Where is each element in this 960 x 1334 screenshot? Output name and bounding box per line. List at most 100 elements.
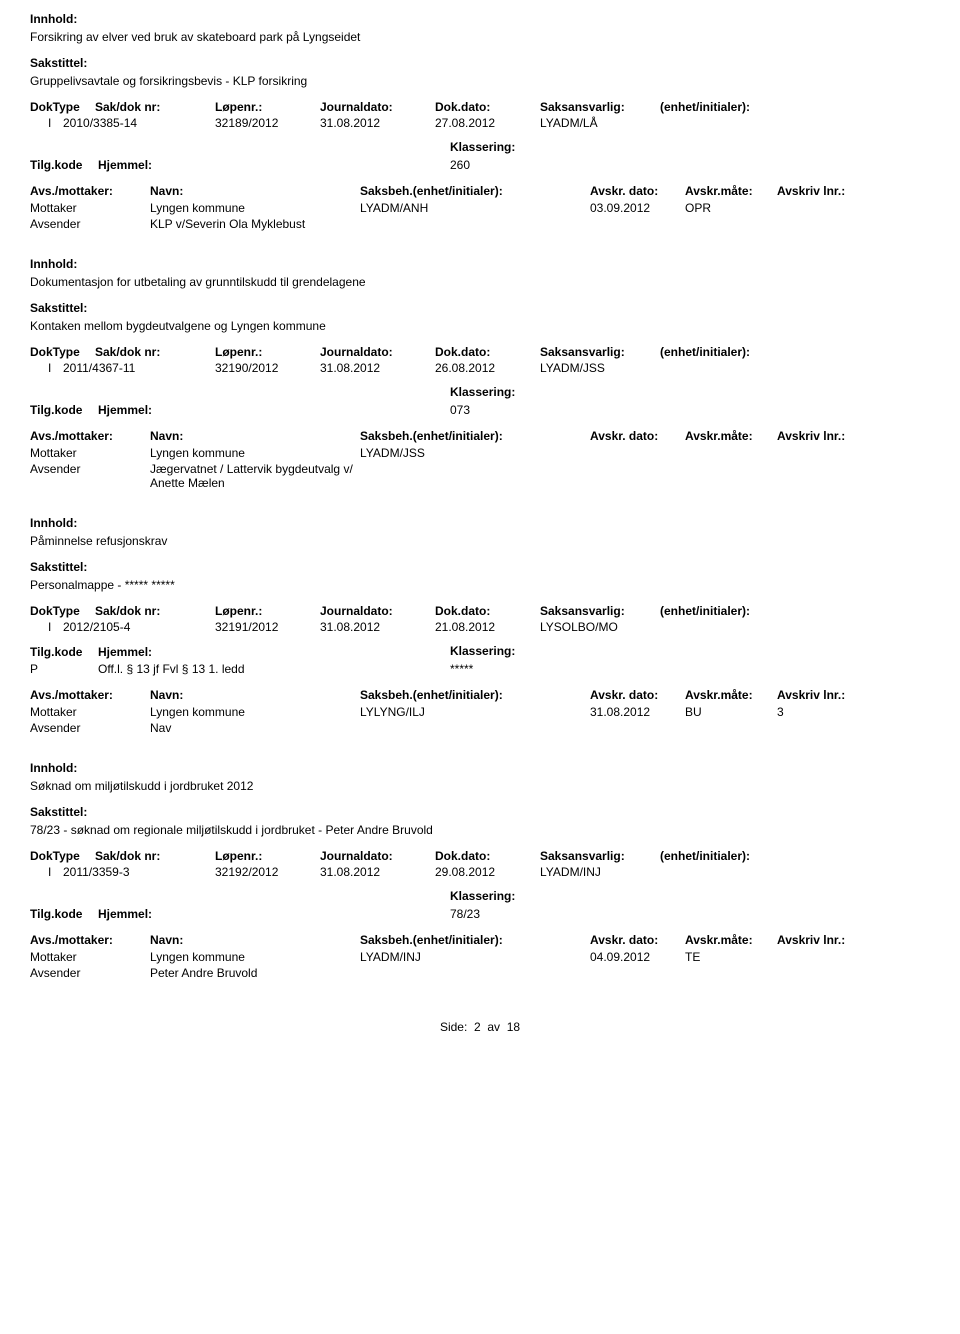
party-avskrmate <box>685 966 777 980</box>
lopenr-header: Løpenr.: <box>215 100 320 114</box>
party-avskrmate <box>685 721 777 735</box>
enhet-value <box>660 116 930 130</box>
saksansvarlig-value: LYADM/JSS <box>540 361 660 375</box>
sakstittel-text: 78/23 - søknad om regionale miljøtilskud… <box>30 823 930 837</box>
case-data-row: I2011/4367-1132190/201231.08.201226.08.2… <box>30 361 930 375</box>
tilgkode-label: Tilg.kode <box>30 645 98 659</box>
avskrmate-header: Avskr.måte: <box>685 429 777 443</box>
avskrivlnr-header: Avskriv lnr.: <box>777 184 930 198</box>
party-avskrmate <box>685 446 777 460</box>
journal-record: Innhold:Forsikring av elver ved bruk av … <box>30 12 930 231</box>
tilgkode-label: Tilg.kode <box>30 403 98 417</box>
party-avskrivlnr <box>777 217 930 231</box>
navn-header: Navn: <box>150 184 360 198</box>
party-role: Mottaker <box>30 950 150 964</box>
journaldato-header: Journaldato: <box>320 345 435 359</box>
party-saksbeh <box>360 217 590 231</box>
party-saksbeh: LYADM/JSS <box>360 446 590 460</box>
sakdok-value: 2010/3385-14 <box>63 116 215 130</box>
saksbeh-header: Saksbeh.(enhet/initialer): <box>360 688 590 702</box>
party-avskrivlnr <box>777 201 930 215</box>
saksansvarlig-header: Saksansvarlig: <box>540 100 660 114</box>
records-container: Innhold:Forsikring av elver ved bruk av … <box>30 12 930 980</box>
party-avskrdato <box>590 446 685 460</box>
party-row: MottakerLyngen kommuneLYADM/INJ04.09.201… <box>30 950 930 964</box>
party-avskrdato <box>590 966 685 980</box>
lopenr-value: 32191/2012 <box>215 620 320 634</box>
party-saksbeh: LYLYNG/ILJ <box>360 705 590 719</box>
footer-page: 2 <box>474 1020 481 1034</box>
klassering-box: Klassering: ***** <box>450 644 515 676</box>
case-data-row: I2011/3359-332192/201231.08.201229.08.20… <box>30 865 930 879</box>
party-row: AvsenderKLP v/Severin Ola Myklebust <box>30 217 930 231</box>
hjemmel-row: Tilg.kodeHjemmel:POff.l. § 13 jf Fvl § 1… <box>30 644 930 676</box>
enhet-value <box>660 865 930 879</box>
sakdok-header: Sak/dok nr: <box>95 345 215 359</box>
hjemmel-row: Tilg.kodeHjemmel:Klassering:073 <box>30 385 930 417</box>
party-header-row: Avs./mottaker:Navn:Saksbeh.(enhet/initia… <box>30 429 930 443</box>
party-navn: Lyngen kommune <box>150 446 360 460</box>
klassering-label: Klassering: <box>450 385 515 400</box>
sakdok-value: 2011/4367-11 <box>63 361 215 375</box>
party-navn: Lyngen kommune <box>150 950 360 964</box>
party-avskrivlnr <box>777 446 930 460</box>
party-avskrmate: BU <box>685 705 777 719</box>
party-navn: Peter Andre Bruvold <box>150 966 360 980</box>
avskrivlnr-header: Avskriv lnr.: <box>777 688 930 702</box>
lopenr-value: 32190/2012 <box>215 361 320 375</box>
tilgkode-label: Tilg.kode <box>30 907 98 921</box>
klassering-box: Klassering:260 <box>450 140 515 172</box>
case-header-row: DokTypeSak/dok nr:Løpenr.:Journaldato:Do… <box>30 100 930 114</box>
party-avskrdato <box>590 217 685 231</box>
tilgkode-label: Tilg.kode <box>30 158 98 172</box>
party-avskrivlnr <box>777 721 930 735</box>
journal-record: Innhold:Dokumentasjon for utbetaling av … <box>30 257 930 490</box>
party-saksbeh: LYADM/ANH <box>360 201 590 215</box>
journaldato-value: 31.08.2012 <box>320 620 435 634</box>
case-header-row: DokTypeSak/dok nr:Løpenr.:Journaldato:Do… <box>30 849 930 863</box>
avskrdato-header: Avskr. dato: <box>590 184 685 198</box>
party-role: Mottaker <box>30 201 150 215</box>
party-header-row: Avs./mottaker:Navn:Saksbeh.(enhet/initia… <box>30 933 930 947</box>
party-saksbeh <box>360 966 590 980</box>
case-data-row: I2012/2105-432191/201231.08.201221.08.20… <box>30 620 930 634</box>
dokdato-value: 26.08.2012 <box>435 361 540 375</box>
lopenr-header: Løpenr.: <box>215 604 320 618</box>
klassering-label: Klassering: <box>450 644 515 659</box>
lopenr-value: 32189/2012 <box>215 116 320 130</box>
avskrmate-header: Avskr.måte: <box>685 184 777 198</box>
saksbeh-header: Saksbeh.(enhet/initialer): <box>360 429 590 443</box>
journaldato-value: 31.08.2012 <box>320 865 435 879</box>
party-navn: Jægervatnet / Lattervik bygdeutvalg v/ A… <box>150 462 360 490</box>
innhold-text: Dokumentasjon for utbetaling av grunntil… <box>30 275 930 289</box>
party-navn: Nav <box>150 721 360 735</box>
avskrivlnr-header: Avskriv lnr.: <box>777 429 930 443</box>
footer-av-label: av <box>487 1020 500 1034</box>
sakdok-value: 2011/3359-3 <box>63 865 215 879</box>
hjemmel-label: Hjemmel: <box>98 158 152 172</box>
sakstittel-text: Gruppelivsavtale og forsikringsbevis - K… <box>30 74 930 88</box>
innhold-label: Innhold: <box>30 761 930 775</box>
party-navn: KLP v/Severin Ola Myklebust <box>150 217 360 231</box>
party-role: Avsender <box>30 966 150 980</box>
hjemmel-left: Tilg.kodeHjemmel: <box>30 907 450 921</box>
klassering-value: ***** <box>450 662 515 676</box>
avskrmate-header: Avskr.måte: <box>685 688 777 702</box>
klassering-value: 78/23 <box>450 907 515 921</box>
party-avskrdato: 03.09.2012 <box>590 201 685 215</box>
avskrmate-header: Avskr.måte: <box>685 933 777 947</box>
dokdato-value: 27.08.2012 <box>435 116 540 130</box>
doktype-value: I <box>30 361 63 375</box>
hjemmel-left: Tilg.kodeHjemmel: <box>30 158 450 172</box>
party-header-row: Avs./mottaker:Navn:Saksbeh.(enhet/initia… <box>30 184 930 198</box>
avskrdato-header: Avskr. dato: <box>590 933 685 947</box>
sakstittel-label: Sakstittel: <box>30 805 930 819</box>
party-row: MottakerLyngen kommuneLYLYNG/ILJ31.08.20… <box>30 705 930 719</box>
party-role: Mottaker <box>30 446 150 460</box>
footer-side-label: Side: <box>440 1020 467 1034</box>
party-avskrivlnr: 3 <box>777 705 930 719</box>
navn-header: Navn: <box>150 688 360 702</box>
sakdok-header: Sak/dok nr: <box>95 849 215 863</box>
dokdato-value: 21.08.2012 <box>435 620 540 634</box>
enhet-header: (enhet/initialer): <box>660 100 930 114</box>
